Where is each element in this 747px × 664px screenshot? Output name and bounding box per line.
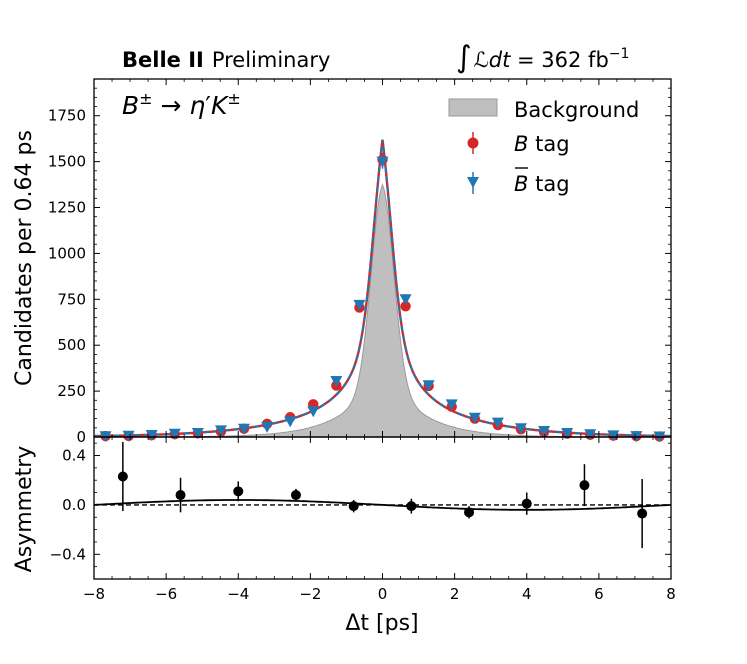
fit-curves [93,139,672,438]
bottom-xtick-label: 0 [378,585,388,603]
top-ytick-label: 1500 [48,153,86,171]
asymmetry-points [117,441,648,549]
experiment-status: Preliminary [212,48,331,72]
bbartag-point [584,429,597,441]
asymmetry-point [117,471,128,482]
bbartag-point [353,299,366,311]
decay-K-charge: ± [227,89,240,108]
legend-bbartag-suffix: tag [528,172,569,196]
top-ytick-label: 0 [76,428,86,446]
asymmetry-point [175,490,186,501]
bottom-xtick-label: −4 [227,585,249,603]
legend-btag-suffix: tag [528,132,569,156]
legend: Background B tag B tag [448,98,639,196]
top-panel: 0 250 500 750 1000 1250 1500 1750 [48,78,672,446]
bottom-panel: −0.4 0.0 0.4 −8 −6 −4 −2 0 2 4 6 8 [50,436,676,603]
lumi-exponent: −1 [609,46,630,62]
top-ytick-label: 1000 [48,244,86,262]
asymmetry-point [233,486,244,497]
legend-bbartag-marker [467,177,479,188]
bbartag-point [330,376,343,388]
legend-background-swatch [448,98,498,117]
luminosity-label: ∫ℒdt = 362 fb−1 [456,40,629,75]
bbartag-point [145,429,158,441]
bbartag-point [491,417,504,429]
decay-arrow: → [153,91,190,120]
bbartag-point [445,399,458,411]
bbartag-fit-curve [93,139,672,438]
bottom-xtick-label: 8 [666,585,676,603]
top-ytick-label: 250 [57,382,86,400]
btag-point [400,301,411,312]
legend-background-label: Background [514,98,639,122]
bbartag-point [538,425,551,437]
decay-K: K [211,91,230,120]
experiment-name: Belle II [122,48,204,72]
lumi-L: ℒ [474,48,489,72]
decay-B: B [122,91,139,120]
bbartag-point [607,430,620,442]
lumi-dt: dt [489,48,511,72]
asymmetry-point [579,480,590,491]
bbartag-point [422,380,435,392]
decay-prime: ′ [205,91,211,120]
decay-eta: η [189,91,205,120]
bbartag-point [284,416,297,428]
bbartag-point [261,421,274,433]
asymmetry-point [406,501,417,512]
bottom-ytick-label: −0.4 [50,545,86,563]
asymmetry-point [637,508,648,519]
bbartag-point [168,428,181,440]
bottom-xtick-label: 6 [594,585,604,603]
decay-B-charge: ± [139,89,152,108]
bbartag-point [468,412,481,424]
asymmetry-fit-curve [93,499,672,511]
bottom-xtick-label: −6 [155,585,177,603]
asymmetry-point [348,501,359,512]
top-ytick-label: 750 [57,290,86,308]
bbartag-point [399,294,412,306]
background-fill [94,183,671,438]
bbartag-point [238,423,251,435]
legend-btag-marker [467,137,479,149]
bottom-axes: −0.4 0.0 0.4 −8 −6 −4 −2 0 2 4 6 8 [50,436,676,603]
asymmetry-point [464,507,475,518]
lumi-value: = 362 fb [510,48,608,72]
experiment-label: Belle II Preliminary [122,48,330,72]
bottom-ytick-label: 0.4 [62,447,86,465]
bbartag-point [561,427,574,439]
bbartag-point [122,430,135,442]
asymmetry-curves [93,499,672,511]
bbartag-point [191,427,204,439]
bottom-ylabel: Asymmetry [12,446,37,573]
bottom-xtick-label: 4 [522,585,532,603]
top-ytick-label: 500 [57,336,86,354]
bottom-ytick-label: 0.0 [62,496,86,514]
lumi-integral: ∫ [456,40,472,75]
top-ytick-label: 1250 [48,199,86,217]
bbartag-point [307,406,320,418]
top-ylabel: Candidates per 0.64 ps [12,130,37,386]
bottom-xtick-label: −8 [83,585,105,603]
bottom-xtick-label: 2 [450,585,460,603]
bbartag-point [214,425,227,437]
asymmetry-point [521,498,532,509]
legend-bbartag-B: B [514,172,528,196]
asymmetry-point [290,490,301,501]
legend-bbartag-label: B tag [514,172,570,196]
background-histogram [94,183,671,438]
bbartag-point [376,156,389,168]
bbartag-point [514,423,527,435]
x-axis-title: Δt [ps] [345,611,418,636]
legend-btag-label: B tag [514,132,570,156]
legend-btag-B: B [514,132,528,156]
bottom-xtick-label: −2 [299,585,321,603]
top-ytick-label: 1750 [48,107,86,125]
decay-label: B± → η′K± [122,89,241,120]
